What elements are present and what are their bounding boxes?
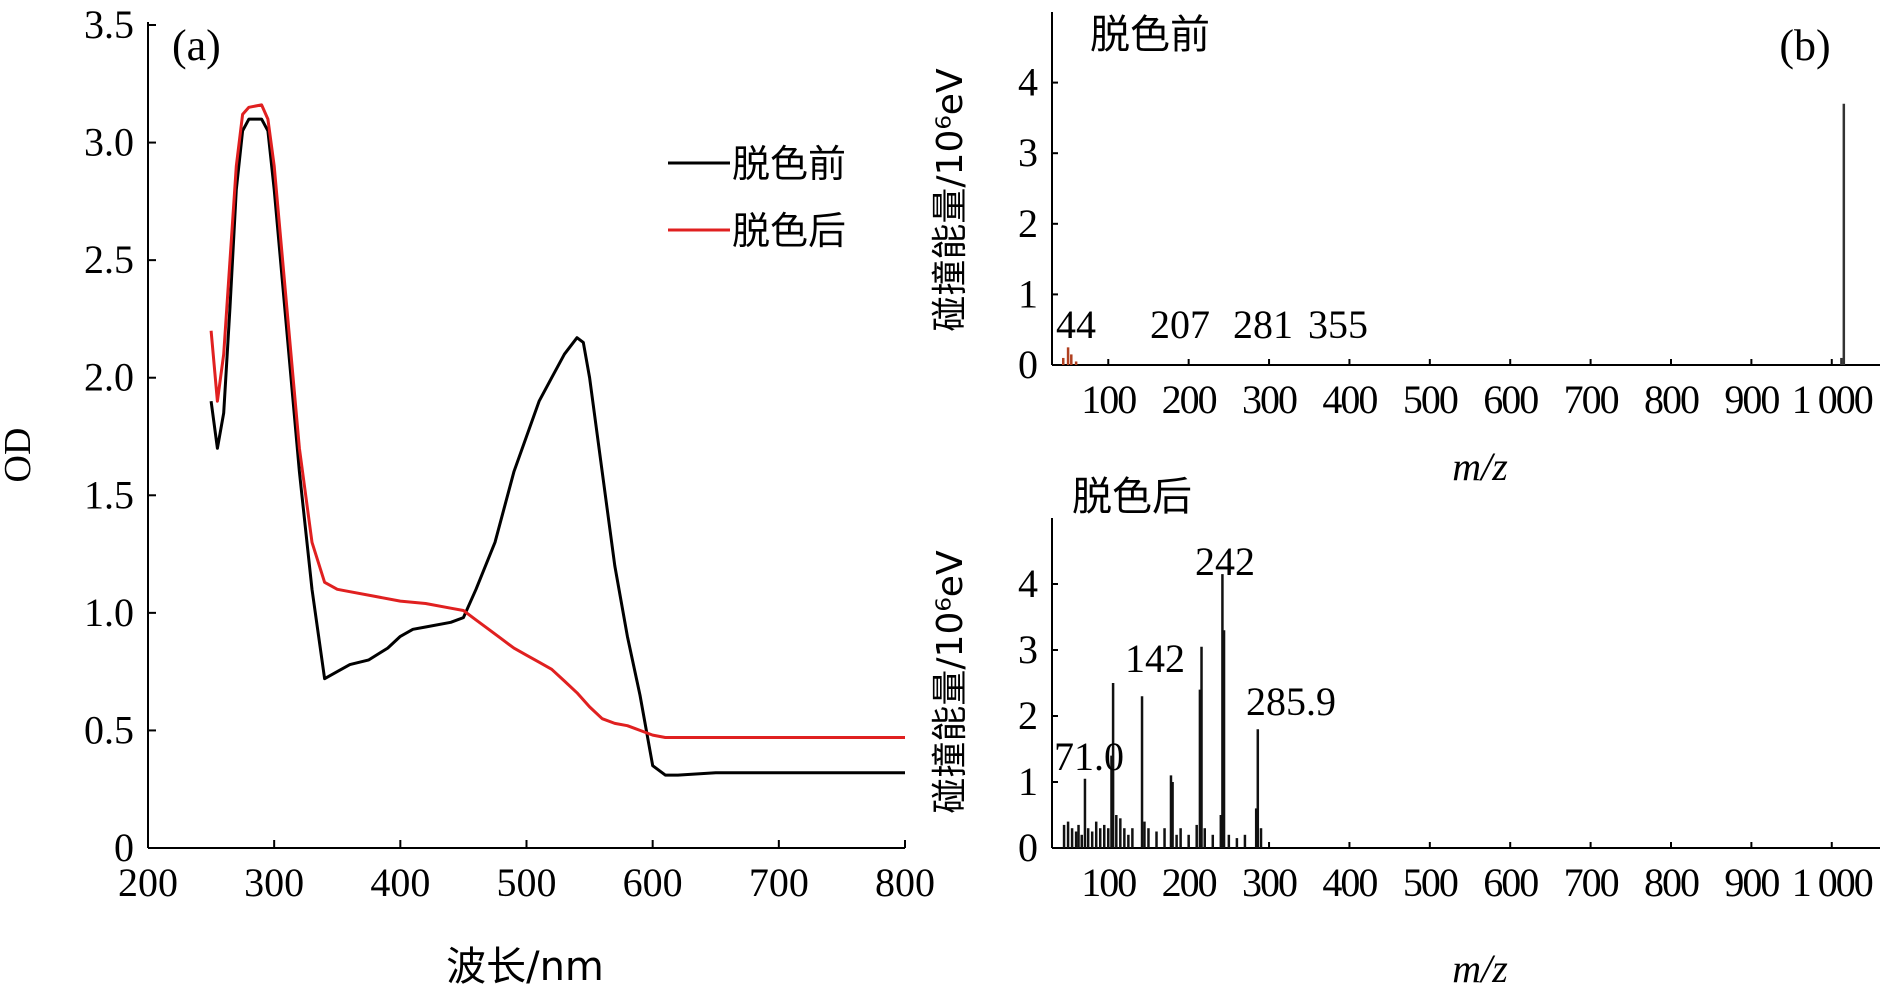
- panel-b-bottom-x-tick-label: 1 000: [1792, 860, 1873, 905]
- panel-b-bottom-x-tick-label: 500: [1403, 860, 1458, 905]
- panel-b-bottom-title: 脱色后: [1072, 474, 1192, 520]
- panel-b-bottom-x-tick-label: 200: [1162, 860, 1217, 905]
- panel-b-top-x-tick-label: 100: [1081, 377, 1136, 422]
- panel-b-bottom-peaks: [1062, 574, 1263, 848]
- panel-a-y-tick-label: 1.5: [84, 472, 134, 517]
- panel-b-bottom-x-tick-label: 400: [1322, 860, 1377, 905]
- panel-b-bottom-y-tick-label: 2: [1018, 693, 1038, 738]
- panel-a: (a) 200 300 400 500 600 700 800 0 0.5 1.0 1.5 2.0 2.…: [0, 2, 935, 990]
- panel-b-bottom: 脱色后 100 200 300 400 500 600 700 800 900 1 000 0 1 2 3…: [930, 474, 1880, 991]
- panel-a-y-tick-label: 0: [114, 825, 134, 870]
- panel-a-legend: 脱色前 脱色后: [668, 142, 846, 253]
- panel-b-bottom-y-tick-label: 1: [1018, 759, 1038, 804]
- panel-b-top-x-tick-label: 600: [1483, 377, 1538, 422]
- panel-b-bottom-ticks: 100 200 300 400 500 600 700 800 900 1 000 0 1 2 3 4: [1018, 561, 1875, 905]
- panel-a-y-tick-label: 0.5: [84, 707, 134, 752]
- panel-b-top: (b) 脱色前 100 200 300 400 500 600 700 800 900 1 000…: [930, 12, 1880, 489]
- peak-label-355: 355: [1308, 302, 1368, 347]
- panel-b-top-x-tick-label: 1 000: [1792, 377, 1873, 422]
- series-line-before: [209, 117, 905, 777]
- panel-a-y-label: OD: [0, 428, 39, 483]
- panel-a-y-tick-label: 3.0: [84, 120, 134, 165]
- panel-b-top-x-label: m/z: [1452, 444, 1508, 489]
- panel-a-y-tick-label: 1.0: [84, 590, 134, 635]
- panel-b-top-y-label: 碰撞能量/10⁶eV: [930, 68, 971, 332]
- panel-a-x-tick-label: 300: [244, 860, 304, 905]
- panel-a-label: (a): [172, 21, 221, 70]
- panel-b-top-y-tick-label: 2: [1018, 201, 1038, 246]
- panel-a-y-tick-label: 2.5: [84, 237, 134, 282]
- panel-a-x-tick-label: 700: [749, 860, 809, 905]
- peak-label-242: 242: [1195, 539, 1255, 584]
- panel-b-top-y-tick-label: 1: [1018, 271, 1038, 316]
- panel-b-top-x-tick-label: 300: [1242, 377, 1297, 422]
- legend-label-after: 脱色后: [732, 209, 846, 253]
- panel-a-series: [209, 103, 905, 777]
- panel-a-ticks: 200 300 400 500 600 700 800 0 0.5 1.0 1.5 2.0 2.5 3.0…: [84, 2, 935, 905]
- panel-b-top-x-tick-label: 200: [1162, 377, 1217, 422]
- panel-b-top-x-tick-label: 500: [1403, 377, 1458, 422]
- panel-b-bottom-x-tick-label: 700: [1564, 860, 1619, 905]
- peak-label-44: 44: [1056, 302, 1096, 347]
- panel-b-label: (b): [1779, 21, 1830, 70]
- panel-a-y-tick-label: 3.5: [84, 2, 134, 47]
- panel-b-bottom-x-tick-label: 800: [1644, 860, 1699, 905]
- series-line-after: [209, 103, 905, 739]
- panel-b-bottom-x-tick-label: 900: [1724, 860, 1779, 905]
- panel-b-bottom-y-tick-label: 4: [1018, 561, 1038, 606]
- panel-a-x-tick-label: 200: [118, 860, 178, 905]
- panel-b-bottom-x-tick-label: 600: [1483, 860, 1538, 905]
- peak-label-71: 71.0: [1054, 734, 1124, 779]
- panel-a-x-label: 波长/nm: [446, 944, 604, 990]
- panel-b-bottom-y-tick-label: 3: [1018, 627, 1038, 672]
- panel-b-top-y-tick-label: 4: [1018, 60, 1038, 105]
- panel-b-top-y-tick-label: 0: [1018, 342, 1038, 387]
- panel-b-top-x-tick-label: 800: [1644, 377, 1699, 422]
- panel-a-x-tick-label: 600: [623, 860, 683, 905]
- panel-a-y-tick-label: 2.0: [84, 355, 134, 400]
- legend-label-before: 脱色前: [732, 142, 846, 186]
- peak-label-207: 207: [1150, 302, 1210, 347]
- panel-b-bottom-x-label: m/z: [1452, 946, 1508, 991]
- panel-b-top-x-tick-label: 700: [1564, 377, 1619, 422]
- panel-b-bottom-x-tick-label: 300: [1242, 860, 1297, 905]
- panel-b-bottom-y-tick-label: 0: [1018, 825, 1038, 870]
- panel-b-top-x-tick-label: 900: [1724, 377, 1779, 422]
- panel-b-top-ticks: 100 200 300 400 500 600 700 800 900 1 000 0 1 2 3 4: [1018, 60, 1875, 422]
- panel-b-top-x-tick-label: 400: [1322, 377, 1377, 422]
- panel-a-x-tick-label: 500: [497, 860, 557, 905]
- panel-a-x-tick-label: 400: [370, 860, 430, 905]
- peak-label-285-9: 285.9: [1246, 679, 1336, 724]
- peak-label-142: 142: [1125, 636, 1185, 681]
- panel-b-top-peaks: [1062, 103, 1846, 365]
- panel-b-bottom-y-label: 碰撞能量/10⁶eV: [930, 550, 971, 814]
- panel-b-bottom-x-tick-label: 100: [1081, 860, 1136, 905]
- panel-a-x-tick-label: 800: [875, 860, 935, 905]
- peak-label-281: 281: [1233, 302, 1293, 347]
- panel-b-top-y-tick-label: 3: [1018, 130, 1038, 175]
- panel-b-top-title: 脱色前: [1090, 12, 1210, 58]
